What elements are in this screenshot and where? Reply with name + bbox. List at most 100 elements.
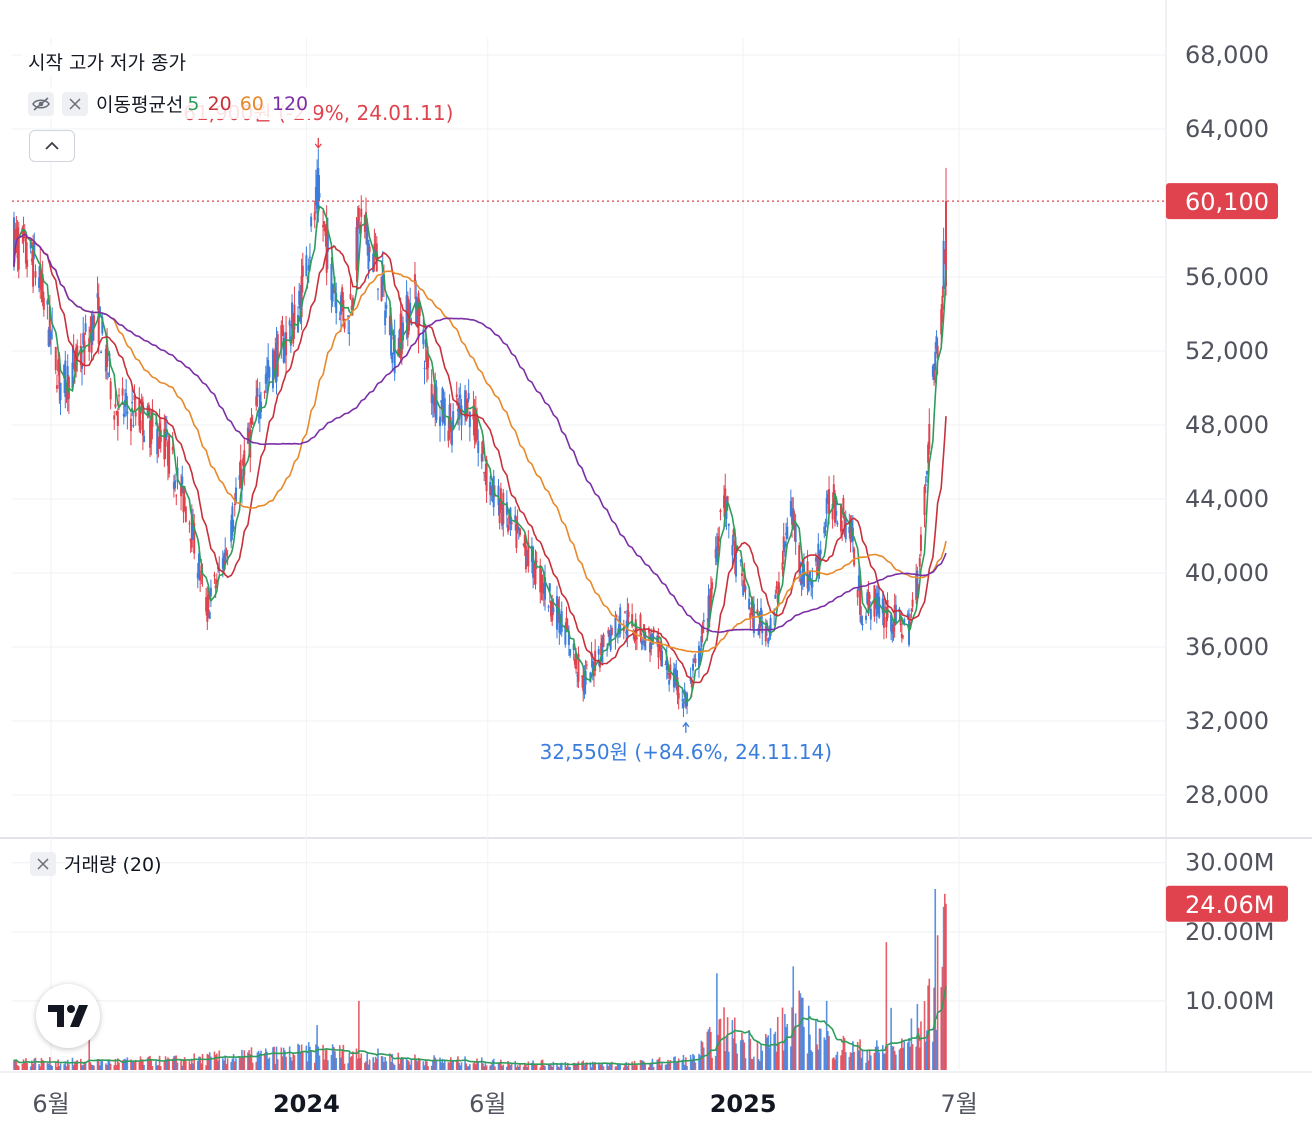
candle-body bbox=[600, 642, 603, 656]
volume-bar bbox=[356, 1058, 359, 1070]
volume-bar bbox=[836, 1051, 839, 1070]
volume-bar bbox=[23, 1062, 26, 1070]
candle-body bbox=[260, 401, 263, 413]
candle-body bbox=[221, 558, 224, 569]
volume-bar bbox=[874, 1046, 877, 1070]
volume-bar bbox=[702, 1047, 705, 1070]
volume-bar bbox=[63, 1064, 65, 1070]
volume-bar bbox=[908, 1037, 910, 1070]
volume-bar bbox=[165, 1059, 168, 1070]
volume-bar bbox=[483, 1066, 485, 1070]
candle-body bbox=[819, 549, 822, 554]
candle-body bbox=[367, 239, 370, 270]
candle-body bbox=[701, 626, 704, 634]
volume-bar bbox=[581, 1061, 583, 1070]
candle-body bbox=[205, 597, 208, 612]
volume-bar bbox=[861, 1049, 864, 1070]
collapse-legend-button[interactable] bbox=[29, 130, 75, 162]
candle-body bbox=[230, 520, 233, 542]
low-annotation-arrow bbox=[682, 721, 690, 733]
volume-bar bbox=[748, 1030, 750, 1070]
volume-bar bbox=[936, 935, 939, 1070]
volume-bar bbox=[589, 1062, 592, 1070]
volume-bar bbox=[768, 1047, 771, 1070]
candle-body bbox=[300, 275, 303, 318]
volume-bar bbox=[106, 1064, 108, 1070]
candle-body bbox=[786, 526, 789, 539]
candle-body bbox=[668, 680, 671, 685]
volume-bar bbox=[901, 1038, 903, 1070]
candle-body bbox=[317, 167, 320, 209]
volume-bar bbox=[564, 1062, 567, 1070]
volume-bar bbox=[34, 1057, 37, 1070]
volume-bar bbox=[534, 1065, 537, 1070]
volume-bar bbox=[574, 1062, 576, 1070]
volume-bar bbox=[365, 1061, 367, 1070]
volume-bar bbox=[724, 1051, 727, 1070]
candle-body bbox=[823, 526, 826, 534]
volume-bar bbox=[751, 1059, 754, 1070]
close-icon[interactable] bbox=[30, 851, 56, 876]
candle-body bbox=[767, 638, 770, 644]
candle-body bbox=[213, 574, 216, 577]
volume-bar bbox=[107, 1059, 110, 1070]
volume-bar bbox=[895, 1054, 897, 1070]
candle-body bbox=[582, 675, 585, 692]
candle-body bbox=[376, 288, 379, 290]
volume-bar bbox=[852, 1041, 854, 1070]
close-icon[interactable] bbox=[62, 91, 88, 116]
volume-bar bbox=[639, 1060, 642, 1070]
candle-body bbox=[899, 613, 902, 626]
candle-body bbox=[677, 692, 680, 699]
candle-body bbox=[441, 388, 444, 422]
candle-body bbox=[516, 522, 519, 531]
volume-bar bbox=[676, 1061, 679, 1070]
volume-bar bbox=[433, 1055, 435, 1070]
candle-body bbox=[541, 583, 544, 593]
volume-bar bbox=[891, 1046, 894, 1070]
volume-bar bbox=[566, 1062, 569, 1070]
candle-body bbox=[640, 640, 643, 645]
candle-body bbox=[472, 406, 475, 420]
candle-body bbox=[806, 561, 809, 589]
volume-bar bbox=[126, 1057, 129, 1070]
volume-bar bbox=[226, 1058, 229, 1070]
candle-body bbox=[439, 416, 442, 426]
candle-body bbox=[489, 481, 492, 496]
volume-bar bbox=[292, 1052, 295, 1070]
candle-body bbox=[183, 496, 186, 506]
volume-bar bbox=[264, 1048, 267, 1070]
candle-body bbox=[265, 372, 268, 382]
volume-bar bbox=[183, 1057, 186, 1070]
volume-bar bbox=[435, 1059, 438, 1070]
candle-body bbox=[857, 575, 860, 591]
candle-body bbox=[151, 408, 154, 427]
volume-bar bbox=[298, 1045, 301, 1070]
volume-bar bbox=[125, 1059, 127, 1070]
candle-body bbox=[785, 532, 788, 535]
volume-bar bbox=[359, 1057, 361, 1070]
volume-bar bbox=[818, 1028, 821, 1070]
candle-body bbox=[910, 609, 913, 611]
candle-body bbox=[122, 413, 125, 417]
candle-body bbox=[332, 290, 335, 294]
candle-body bbox=[665, 656, 668, 671]
volume-bar bbox=[301, 1051, 304, 1070]
tradingview-logo-icon[interactable] bbox=[36, 984, 100, 1048]
ohlc-legend-label: 시작 고가 저가 종가 bbox=[28, 52, 186, 74]
candle-body bbox=[558, 608, 561, 633]
price-tick-label: 68,000 bbox=[1185, 41, 1269, 69]
candle-body bbox=[749, 613, 752, 619]
eye-off-icon[interactable] bbox=[28, 91, 54, 116]
volume-bar bbox=[760, 1045, 762, 1070]
volume-bar bbox=[469, 1064, 471, 1070]
volume-bar bbox=[522, 1066, 525, 1070]
volume-bar bbox=[175, 1055, 178, 1070]
candle-body bbox=[814, 557, 817, 562]
candle-body bbox=[325, 223, 328, 273]
volume-bar bbox=[506, 1066, 508, 1070]
volume-bar bbox=[93, 1065, 95, 1070]
volume-bar bbox=[631, 1061, 633, 1070]
candle-body bbox=[32, 241, 35, 287]
